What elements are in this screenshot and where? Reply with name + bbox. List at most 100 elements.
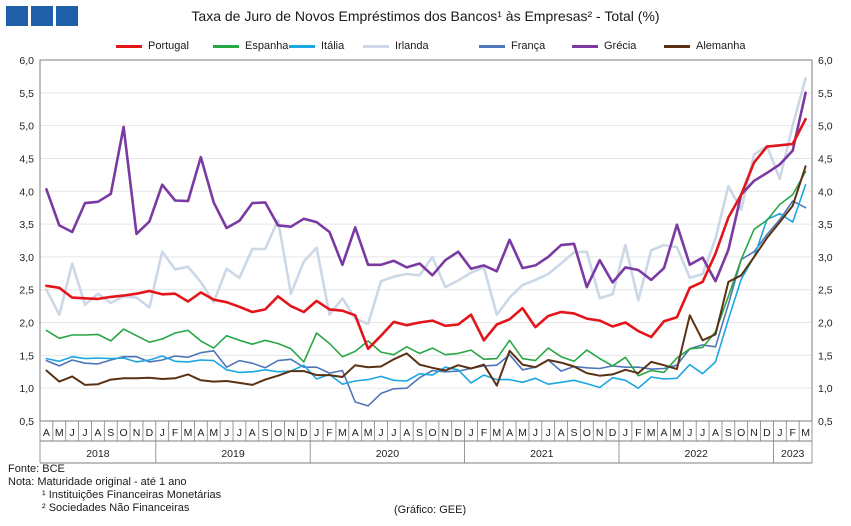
x-tick-label: J (314, 427, 319, 439)
x-tick-label: F (635, 427, 641, 439)
x-tick-label: A (661, 427, 668, 439)
legend-swatch (289, 44, 315, 48)
x-tick-label: J (687, 427, 692, 439)
legend-item-irlanda: Irlanda (363, 40, 429, 52)
x-tick-label: M (55, 427, 64, 439)
x-tick-label: J (378, 427, 383, 439)
legend-swatch (664, 44, 690, 48)
x-tick-label: J (700, 427, 705, 439)
y-tick-label-left: 0,5 (19, 416, 34, 428)
y-tick-label-left: 4,5 (19, 153, 34, 165)
chart-credit: (Gráfico: GEE) (394, 504, 467, 516)
x-tick-label: S (570, 427, 577, 439)
legend-label: França (511, 40, 546, 52)
logo-square-3 (56, 6, 78, 26)
x-tick-label: A (506, 427, 513, 439)
legend-item-franca: França (479, 40, 545, 52)
y-tick-label-left: 4,0 (19, 186, 34, 198)
x-tick-label: M (364, 427, 373, 439)
y-tick-label-left: 2,5 (19, 285, 34, 297)
x-tick-label: D (146, 427, 154, 439)
series-line-portugal (45, 117, 807, 351)
legend-swatch (116, 44, 142, 48)
x-tick-label: O (120, 427, 128, 439)
x-tick-label: J (70, 427, 75, 439)
x-tick-label: N (287, 427, 295, 439)
legend-swatch (572, 44, 598, 48)
x-tick-label: M (801, 427, 810, 439)
series-line-irlanda (45, 77, 807, 326)
x-tick-label: F (481, 427, 487, 439)
y-tick-label-left: 3,0 (19, 252, 34, 264)
x-tick-label: N (750, 427, 758, 439)
y-tick-label-left: 3,5 (19, 219, 34, 231)
gee-logo (6, 6, 78, 26)
chart-notes: Fonte: BCE Nota: Maturidade original - a… (8, 463, 221, 515)
x-tick-label: D (609, 427, 617, 439)
x-tick-label: O (583, 427, 591, 439)
legend-label: Portugal (148, 40, 189, 52)
maturity-note: Nota: Maturidade original - até 1 ano (8, 476, 187, 488)
x-tick-label: J (237, 427, 242, 439)
x-tick-label: D (300, 427, 308, 439)
x-tick-label: J (777, 427, 782, 439)
x-tick-label: A (249, 427, 256, 439)
y-tick-label-left: 6,0 (19, 55, 34, 67)
y-tick-label-right: 2,5 (818, 285, 833, 297)
footnote-2: ² Sociedades Não Financeiras (42, 502, 190, 514)
y-tick-label-right: 6,0 (818, 55, 833, 67)
y-tick-label-right: 5,0 (818, 121, 833, 133)
source-note: Fonte: BCE (8, 463, 65, 475)
y-tick-label-left: 5,5 (19, 88, 34, 100)
x-tick-label: J (160, 427, 165, 439)
x-tick-label: O (737, 427, 745, 439)
legend-swatch (363, 44, 389, 48)
x-tick-label: M (184, 427, 193, 439)
y-tick-label-left: 2,0 (19, 318, 34, 330)
legend-swatch (479, 44, 505, 48)
legend-label: Espanha (245, 40, 289, 52)
x-tick-label: N (133, 427, 141, 439)
logo-square-2 (31, 6, 53, 26)
logo-square-1 (6, 6, 28, 26)
series-line-alemanha (45, 165, 807, 387)
y-tick-label-right: 1,0 (818, 383, 833, 395)
x-tick-label: J (546, 427, 551, 439)
x-tick-label: A (43, 427, 50, 439)
x-tick-label: J (533, 427, 538, 439)
x-tick-label: N (596, 427, 604, 439)
x-tick-label: M (209, 427, 218, 439)
x-tick-label: J (224, 427, 229, 439)
footnote-1: ¹ Instituições Financeiras Monetárias (42, 489, 222, 501)
legend-item-grecia: Grécia (572, 40, 636, 52)
x-tick-label: S (262, 427, 269, 439)
chart-legend: Portugal Espanha Itália Irlanda França Grécia… (0, 40, 851, 54)
x-tick-label: M (647, 427, 656, 439)
legend-item-alemanha: Alemanha (664, 40, 746, 52)
legend-swatch (213, 44, 239, 48)
y-tick-label-left: 5,0 (19, 121, 34, 133)
x-tick-label: S (416, 427, 423, 439)
legend-label: Irlanda (395, 40, 429, 52)
series-line-grecia (45, 91, 807, 289)
series-line-italia (45, 183, 807, 390)
x-tick-label: M (492, 427, 501, 439)
x-tick-label: J (623, 427, 628, 439)
x-tick-label: M (518, 427, 527, 439)
year-label: 2022 (685, 448, 709, 460)
series-line-espanha (45, 170, 807, 377)
x-tick-label: M (673, 427, 682, 439)
chart-title: Taxa de Juro de Novos Empréstimos dos Ba… (191, 8, 660, 24)
x-tick-label: O (274, 427, 282, 439)
y-tick-label-right: 0,5 (818, 416, 833, 428)
x-tick-label: F (326, 427, 332, 439)
y-tick-label-right: 1,5 (818, 350, 833, 362)
legend-label: Alemanha (696, 40, 746, 52)
x-tick-label: J (391, 427, 396, 439)
y-tick-label-left: 1,0 (19, 383, 34, 395)
y-tick-label-right: 3,5 (818, 219, 833, 231)
y-tick-label-right: 3,0 (818, 252, 833, 264)
x-tick-label: O (428, 427, 436, 439)
x-tick-label: A (197, 427, 204, 439)
